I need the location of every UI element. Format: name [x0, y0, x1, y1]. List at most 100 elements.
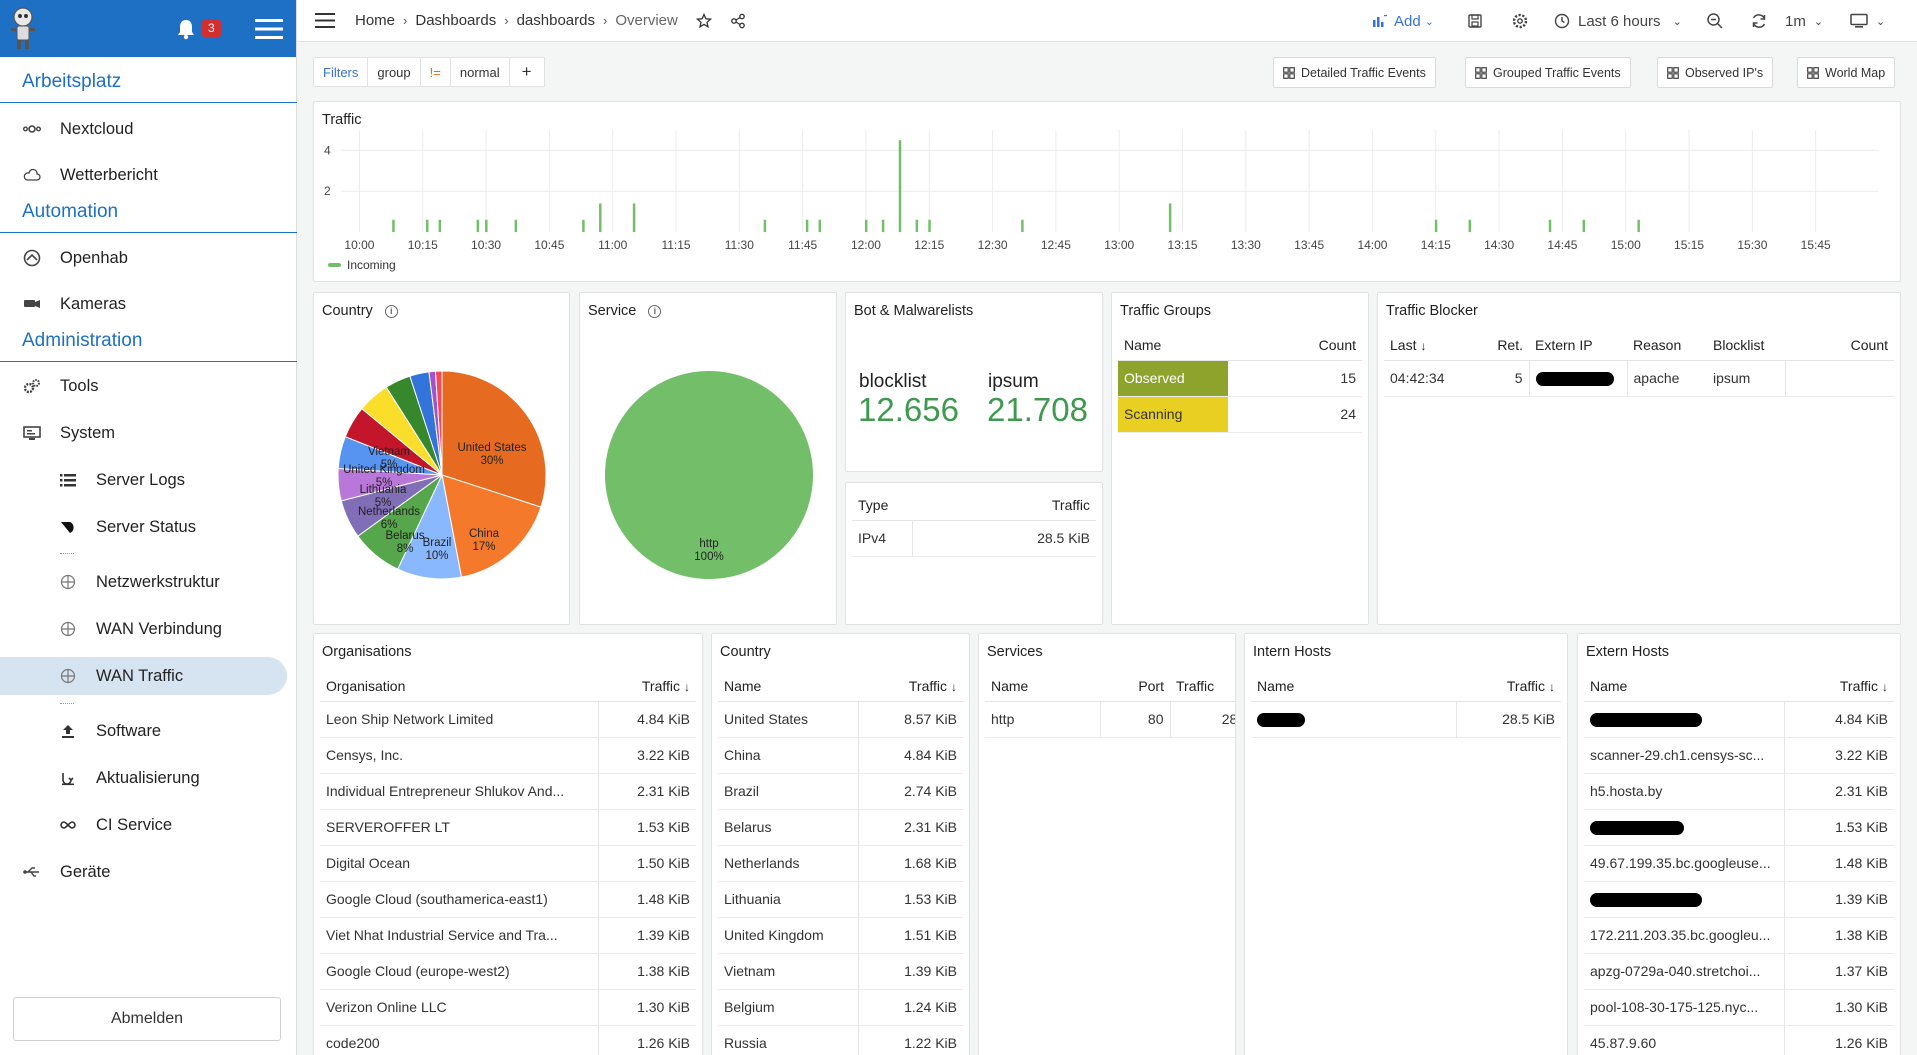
traffic-bar[interactable] [1168, 203, 1172, 232]
traffic-bar[interactable] [1434, 219, 1438, 232]
column-header[interactable]: Traffic ↓ [1784, 671, 1894, 702]
breadcrumb-dashboards[interactable]: Dashboards [415, 12, 497, 29]
sidebar-item-network[interactable]: Netzwerkstruktur [58, 563, 220, 601]
pie-slice[interactable] [441, 370, 547, 508]
traffic-bar[interactable] [476, 219, 480, 232]
sidebar-item-nextcloud[interactable]: Nextcloud [22, 110, 133, 148]
table-row: Censys, Inc. 3.22 KiB [320, 737, 696, 774]
column-header[interactable]: Name [1118, 330, 1228, 361]
refresh-icon[interactable] [1750, 12, 1768, 30]
traffic-bar[interactable] [632, 203, 636, 232]
sidebar-item-ci[interactable]: CI Service [58, 806, 172, 844]
breadcrumb-folder[interactable]: dashboards [516, 12, 595, 29]
link-detailed-traffic-events[interactable]: Detailed Traffic Events [1273, 57, 1436, 88]
robot-logo-icon[interactable] [9, 5, 37, 51]
traffic-bar[interactable] [485, 219, 488, 232]
bell-icon[interactable] [176, 18, 196, 40]
traffic-bar[interactable] [392, 219, 395, 232]
add-button[interactable]: Add ⌄ [1372, 0, 1434, 42]
table-row: pool-108-30-175-125.nyc... 1.30 KiB [1584, 989, 1894, 1026]
filter-key[interactable]: group [368, 57, 421, 87]
column-header[interactable]: Ret. [1479, 330, 1529, 361]
table-cell: 4.84 KiB [598, 701, 696, 738]
traffic-bar[interactable] [763, 219, 767, 232]
view-mode-button[interactable]: ⌄ [1850, 0, 1885, 42]
column-header[interactable]: Type [852, 490, 912, 521]
traffic-bar[interactable] [928, 219, 931, 232]
sidebar-item-wan-connection[interactable]: WAN Verbindung [58, 610, 222, 648]
column-header[interactable]: Name [1251, 671, 1456, 702]
column-header[interactable]: Extern IP [1529, 330, 1627, 361]
sort-desc-icon: ↓ [684, 679, 690, 694]
pie-slice[interactable] [441, 474, 542, 578]
traffic-bar[interactable] [898, 140, 902, 232]
traffic-bar[interactable] [1582, 219, 1586, 232]
traffic-bar[interactable] [915, 219, 919, 232]
settings-gear-icon[interactable] [1511, 12, 1529, 30]
sidebar-item-update[interactable]: Aktualisierung [58, 759, 200, 797]
column-header[interactable]: Traffic ↓ [1456, 671, 1561, 702]
column-header[interactable]: Name [1584, 671, 1784, 702]
column-header[interactable]: Count [1228, 330, 1362, 361]
column-header[interactable]: Last ↓ [1384, 330, 1479, 361]
traffic-bar[interactable] [438, 219, 442, 232]
traffic-bar[interactable] [1548, 219, 1552, 232]
column-header[interactable]: Organisation [320, 671, 598, 702]
sidebar-item-cameras[interactable]: Kameras [22, 285, 126, 323]
traffic-bar[interactable] [881, 219, 885, 232]
table-cell: Google Cloud (europe-west2) [320, 953, 599, 990]
column-header[interactable]: Traffic ↓ [598, 671, 696, 702]
zoom-out-icon[interactable] [1706, 12, 1724, 30]
traffic-bar[interactable] [582, 219, 585, 232]
pie-slice[interactable] [434, 370, 443, 476]
column-header[interactable]: Port [1100, 671, 1170, 702]
sidebar-item-tools[interactable]: Tools [22, 367, 99, 405]
save-icon[interactable] [1467, 13, 1483, 29]
refresh-interval-picker[interactable]: 1m ⌄ [1785, 0, 1823, 42]
column-header[interactable]: Traffic ↓ [858, 671, 963, 702]
sidebar-item-openhab[interactable]: Openhab [22, 239, 128, 277]
traffic-bar[interactable] [818, 219, 822, 232]
sidebar-item-wan-traffic[interactable]: WAN Traffic [0, 657, 287, 695]
share-icon[interactable] [730, 13, 746, 29]
blocklist-label: blocklist [859, 371, 927, 392]
traffic-bar[interactable] [805, 219, 809, 232]
link-world-map[interactable]: World Map [1797, 57, 1896, 88]
hamburger-menu-icon[interactable] [315, 13, 335, 28]
filter-operator[interactable]: != [420, 57, 451, 87]
traffic-bar[interactable] [1637, 219, 1640, 232]
cell-text: Vietnam [724, 963, 776, 979]
info-icon[interactable]: i [384, 304, 398, 318]
link-observed-ips[interactable]: Observed IP's [1657, 57, 1774, 88]
sidebar-item-system[interactable]: System [22, 414, 115, 452]
column-header[interactable]: Traffic [912, 490, 1096, 521]
column-header[interactable]: Count [1785, 330, 1894, 361]
time-range-picker[interactable]: Last 6 hours ⌄ [1554, 0, 1682, 42]
traffic-bar[interactable] [1021, 219, 1024, 232]
add-filter-button[interactable]: + [509, 57, 545, 87]
column-header[interactable]: Name [985, 671, 1100, 702]
link-grouped-traffic-events[interactable]: Grouped Traffic Events [1465, 57, 1631, 88]
traffic-bar[interactable] [514, 219, 518, 232]
sidebar-item-software[interactable]: Software [58, 712, 161, 750]
info-icon[interactable]: i [648, 304, 662, 318]
star-icon[interactable] [695, 12, 712, 29]
hamburger-menu-icon[interactable] [255, 18, 283, 40]
column-header[interactable]: Reason [1627, 330, 1707, 361]
column-header[interactable]: Blocklist [1707, 330, 1785, 361]
sidebar-item-server-status[interactable]: Server Status [58, 508, 196, 546]
filter-value[interactable]: normal [450, 57, 510, 87]
column-header[interactable]: Traffic [1170, 671, 1235, 702]
pie-slice[interactable] [605, 371, 813, 579]
breadcrumb-home[interactable]: Home [355, 12, 396, 29]
column-header[interactable]: Name [718, 671, 858, 702]
traffic-bar[interactable] [864, 219, 868, 232]
legend-label[interactable]: Incoming [347, 258, 396, 272]
traffic-bar[interactable] [599, 203, 602, 232]
sidebar-item-devices[interactable]: Geräte [22, 853, 110, 891]
logout-button[interactable]: Abmelden [13, 997, 281, 1041]
traffic-bar[interactable] [425, 219, 429, 232]
sidebar-item-weather[interactable]: Wetterbericht [22, 156, 158, 194]
traffic-bar[interactable] [1468, 219, 1472, 232]
sidebar-item-server-logs[interactable]: Server Logs [58, 461, 185, 499]
